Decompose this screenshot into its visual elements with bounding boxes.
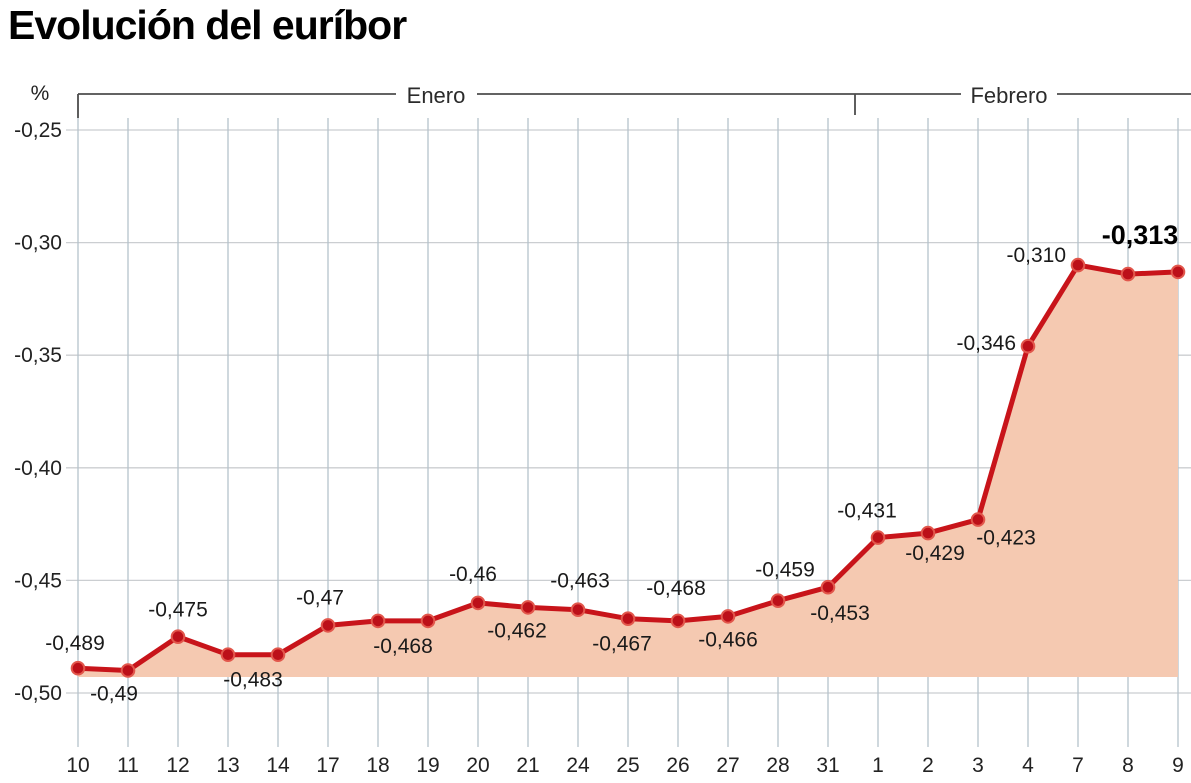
data-point-marker xyxy=(670,613,686,629)
area-fill xyxy=(78,265,1178,677)
x-tick-label: 26 xyxy=(666,754,689,777)
data-point-label: -0,467 xyxy=(592,633,652,656)
data-point-marker xyxy=(1120,266,1136,282)
data-point-label: -0,49 xyxy=(90,682,138,705)
unit-label: % xyxy=(31,82,50,105)
x-tick-label: 2 xyxy=(922,754,934,777)
data-point-marker xyxy=(570,602,586,618)
x-tick-label: 11 xyxy=(117,754,139,777)
data-point-label: -0,453 xyxy=(810,602,870,625)
x-tick-label: 18 xyxy=(366,754,389,777)
data-point-label: -0,466 xyxy=(698,628,758,651)
y-tick-label: -0,30 xyxy=(14,232,62,255)
x-tick-label: 28 xyxy=(766,754,789,777)
data-point-label: -0,310 xyxy=(1006,244,1066,267)
data-point-marker xyxy=(70,660,86,676)
data-point-marker xyxy=(470,595,486,611)
data-point-label: -0,462 xyxy=(487,619,547,642)
data-point-marker xyxy=(420,613,436,629)
x-tick-label: 25 xyxy=(616,754,639,777)
y-tick-label: -0,40 xyxy=(14,457,62,480)
data-point-label: -0,423 xyxy=(976,527,1036,550)
data-point-marker xyxy=(920,525,936,541)
y-tick-label: -0,50 xyxy=(14,682,62,705)
x-tick-label: 13 xyxy=(216,754,239,777)
data-point-marker xyxy=(970,512,986,527)
data-point-label: -0,459 xyxy=(755,559,815,582)
x-tick-label: 1 xyxy=(872,754,884,777)
month-label: Enero xyxy=(407,83,466,108)
data-point-marker xyxy=(870,530,886,545)
data-point-marker xyxy=(720,609,736,624)
x-tick-label: 9 xyxy=(1172,754,1184,777)
data-point-label: -0,483 xyxy=(223,669,283,692)
x-tick-label: 8 xyxy=(1122,754,1134,777)
data-point-marker xyxy=(1170,264,1186,280)
data-point-marker xyxy=(620,611,636,627)
x-tick-label: 21 xyxy=(516,754,539,777)
data-point-label: -0,431 xyxy=(837,500,897,523)
data-point-marker xyxy=(270,647,286,663)
data-point-marker xyxy=(520,600,536,615)
data-point-label: -0,468 xyxy=(373,635,433,658)
data-point-marker xyxy=(320,618,336,633)
data-point-label: -0,46 xyxy=(449,563,497,586)
y-tick-label: -0,45 xyxy=(14,569,62,592)
x-tick-label: 27 xyxy=(716,754,739,777)
x-tick-label: 17 xyxy=(316,754,339,777)
x-tick-label: 14 xyxy=(266,754,290,777)
x-tick-label: 7 xyxy=(1072,754,1084,777)
data-point-label: -0,346 xyxy=(956,332,1016,355)
month-label: Febrero xyxy=(970,83,1047,108)
data-point-marker xyxy=(220,647,236,663)
data-point-label: -0,429 xyxy=(905,542,965,565)
chart-title: Evolución del euríbor xyxy=(8,2,407,48)
x-tick-label: 31 xyxy=(816,754,839,777)
data-point-label: -0,47 xyxy=(296,586,344,609)
x-tick-label: 20 xyxy=(466,754,489,777)
data-point-label: -0,463 xyxy=(550,570,610,593)
y-tick-label: -0,25 xyxy=(14,119,62,142)
x-tick-label: 19 xyxy=(416,754,439,777)
y-tick-label: -0,35 xyxy=(14,344,62,367)
data-point-marker xyxy=(370,613,386,629)
data-point-marker xyxy=(170,629,186,645)
data-point-label: -0,468 xyxy=(646,577,706,600)
data-point-marker xyxy=(820,579,836,595)
data-point-label: -0,489 xyxy=(45,632,105,655)
data-point-marker xyxy=(770,593,786,609)
x-tick-label: 10 xyxy=(66,754,89,777)
data-point-marker xyxy=(1070,257,1086,273)
data-point-marker xyxy=(1020,338,1036,354)
x-tick-label: 12 xyxy=(166,754,189,777)
data-point-label: -0,313 xyxy=(1102,220,1179,250)
data-point-marker xyxy=(120,663,136,678)
x-tick-label: 4 xyxy=(1022,754,1034,777)
x-tick-label: 24 xyxy=(566,754,590,777)
data-point-label: -0,475 xyxy=(148,599,208,622)
x-tick-label: 3 xyxy=(972,754,984,777)
